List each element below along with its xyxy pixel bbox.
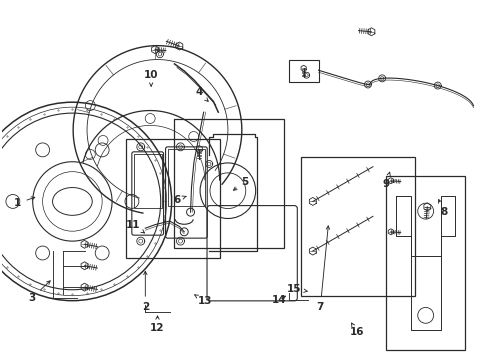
Text: 9: 9	[382, 172, 390, 189]
Text: 8: 8	[439, 199, 448, 217]
Bar	[168, 149, 205, 206]
Text: 1: 1	[14, 197, 35, 208]
Text: 5: 5	[233, 177, 248, 190]
Text: 2: 2	[142, 271, 149, 312]
Text: 6: 6	[173, 195, 186, 204]
Bar	[134, 154, 162, 208]
Bar	[386, 176, 466, 350]
Text: 13: 13	[195, 295, 212, 306]
Bar	[301, 157, 415, 296]
Text: 7: 7	[317, 226, 330, 312]
Text: 12: 12	[150, 316, 165, 333]
Text: 16: 16	[349, 323, 364, 337]
Text: 11: 11	[126, 220, 145, 233]
Text: 4: 4	[195, 87, 208, 101]
Text: 10: 10	[144, 69, 158, 86]
Bar	[126, 139, 220, 258]
Text: 15: 15	[286, 284, 307, 294]
Text: 14: 14	[272, 295, 286, 305]
Bar	[174, 119, 284, 248]
Text: 3: 3	[28, 281, 50, 303]
Bar	[289, 60, 318, 82]
